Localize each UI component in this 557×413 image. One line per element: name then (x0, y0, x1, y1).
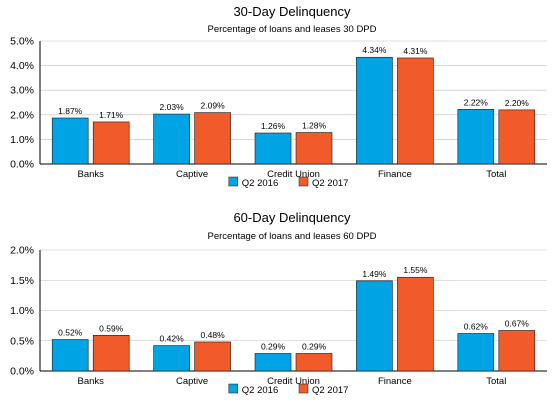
category-label: Banks (77, 169, 104, 180)
data-label: 2.20% (505, 98, 530, 108)
bar (356, 56, 393, 165)
data-label: 0.42% (160, 334, 185, 344)
category-label: Captive (176, 169, 208, 180)
category-label: Finance (378, 169, 412, 180)
data-label: 0.52% (58, 328, 83, 338)
data-label: 4.31% (403, 46, 428, 56)
y-tick-label: 1.0% (10, 134, 34, 146)
y-tick-label: 2.0% (10, 109, 34, 121)
data-label: 0.48% (201, 330, 226, 340)
bar (254, 353, 292, 372)
category-label: Credit Union (267, 376, 320, 387)
bar (153, 345, 190, 372)
category-label: Captive (176, 376, 208, 387)
y-tick-label: 0.0% (10, 159, 34, 171)
bar (51, 117, 89, 165)
data-label: 1.26% (261, 121, 286, 131)
bar (194, 112, 231, 165)
y-tick-label: 3.0% (10, 85, 34, 97)
data-label: 1.87% (58, 106, 83, 116)
bar (194, 341, 231, 372)
bar (457, 333, 495, 372)
legend-label: Q2 2016 (242, 385, 278, 396)
chart-title: 30-Day Delinquency (233, 4, 351, 19)
legend-swatch (298, 176, 309, 187)
legend-label: Q2 2017 (312, 385, 348, 396)
chart-subtitle: Percentage of loans and leases 30 DPD (208, 24, 377, 35)
data-label: 0.29% (261, 341, 286, 351)
chart-30-day-delinquency: 30-Day Delinquency Percentage of loans a… (10, 4, 547, 189)
y-tick-label: 0.0% (10, 366, 34, 378)
bar (254, 132, 292, 165)
data-label: 0.59% (99, 323, 124, 333)
bar (498, 109, 536, 165)
category-label: Finance (378, 376, 412, 387)
legend-label: Q2 2017 (312, 178, 348, 189)
data-label: 0.62% (464, 321, 489, 331)
y-tick-label: 4.0% (10, 60, 34, 72)
y-tick-label: 5.0% (10, 36, 34, 48)
category-label: Total (486, 376, 506, 387)
y-tick-label: 2.0% (10, 245, 34, 257)
data-label: 0.67% (505, 318, 530, 328)
bar (295, 132, 333, 165)
bar (457, 109, 495, 165)
legend-swatch (298, 383, 309, 394)
data-label: 1.55% (403, 265, 428, 275)
data-label: 2.22% (464, 97, 489, 107)
data-label: 2.03% (160, 102, 185, 112)
category-label: Banks (77, 376, 104, 387)
bar (498, 330, 536, 372)
chart-title: 60-Day Delinquency (233, 210, 351, 225)
legend-label: Q2 2016 (242, 178, 278, 189)
legend-swatch (228, 383, 239, 394)
bar (397, 57, 434, 165)
bar (356, 280, 393, 372)
data-label: 0.29% (302, 341, 327, 351)
bar (397, 276, 434, 372)
bar (295, 353, 333, 372)
data-label: 1.49% (362, 269, 387, 279)
data-label: 1.71% (99, 110, 124, 120)
y-tick-label: 1.0% (10, 305, 34, 317)
legend-swatch (228, 176, 239, 187)
bar (153, 113, 190, 165)
bar (92, 121, 130, 165)
y-tick-label: 0.5% (10, 335, 34, 347)
data-label: 4.34% (362, 45, 387, 55)
bar (51, 339, 89, 372)
chart-60-day-delinquency: 60-Day Delinquency Percentage of loans a… (10, 210, 547, 396)
y-tick-label: 1.5% (10, 275, 34, 287)
category-label: Total (486, 169, 506, 180)
data-label: 1.28% (302, 121, 327, 131)
category-label: Credit Union (267, 169, 320, 180)
bar (92, 335, 130, 372)
data-label: 2.09% (201, 101, 226, 111)
chart-subtitle: Percentage of loans and leases 60 DPD (208, 231, 377, 242)
